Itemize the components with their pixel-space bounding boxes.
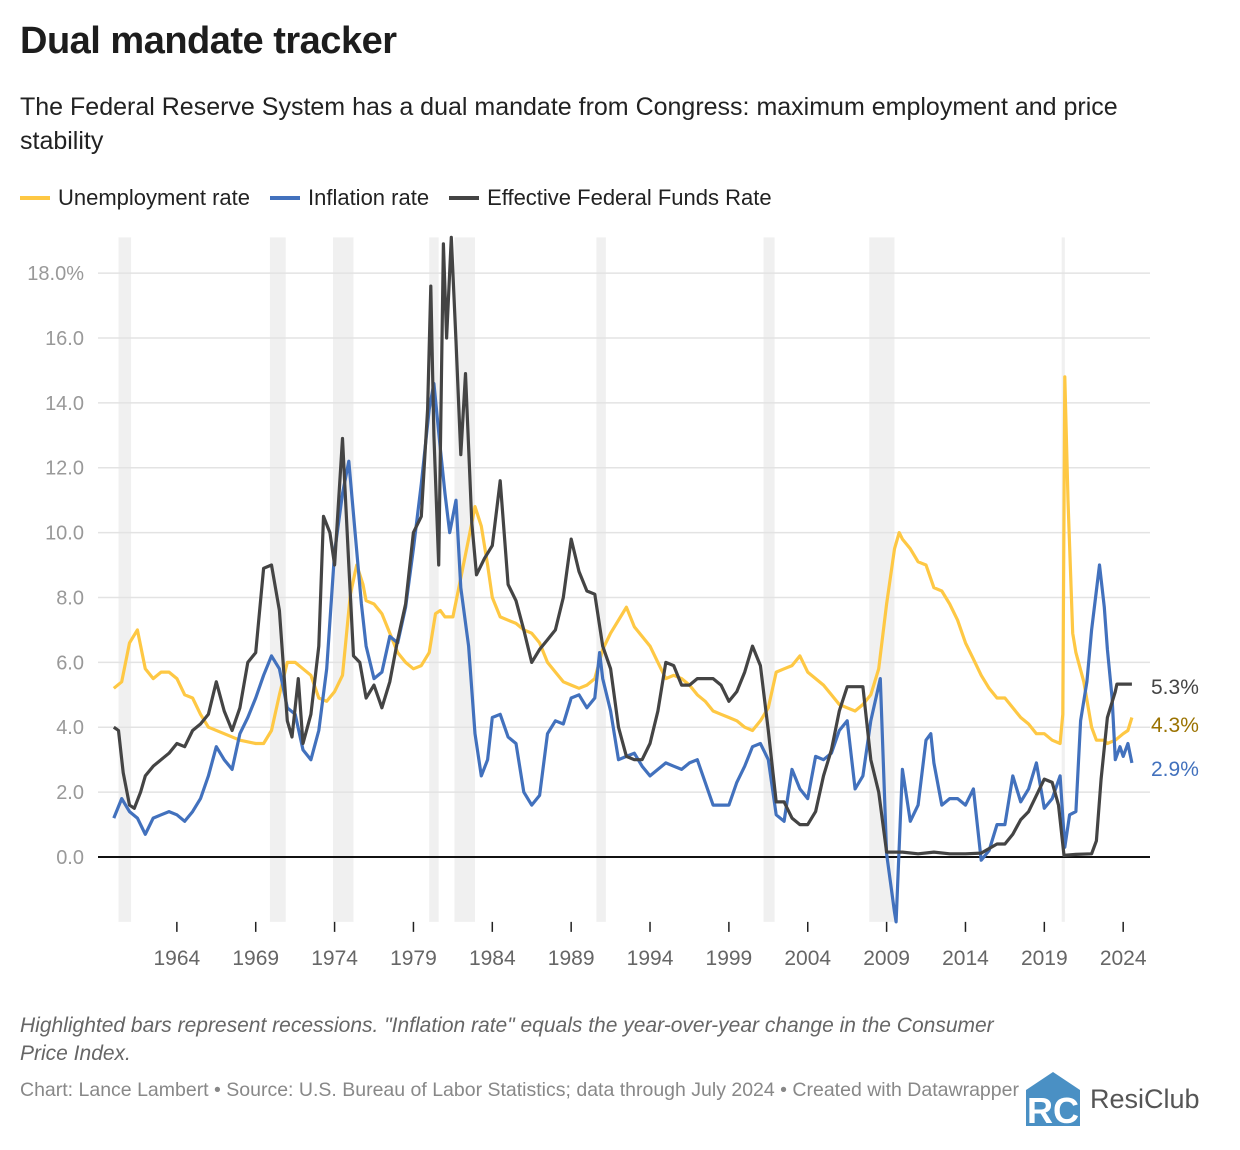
x-tick-label: 1964 xyxy=(154,947,201,970)
recession-bands xyxy=(118,237,1065,922)
y-tick-label: 12.0 xyxy=(45,458,84,480)
x-tick-label: 1999 xyxy=(706,947,753,970)
resiclub-house-icon: RC xyxy=(1026,1072,1080,1128)
chart-source: Chart: Lance Lambert • Source: U.S. Bure… xyxy=(20,1079,1019,1101)
recession-band xyxy=(269,237,286,922)
legend-label: Inflation rate xyxy=(307,185,430,210)
x-tick-label: 1979 xyxy=(390,947,437,970)
y-tick-label: 6.0 xyxy=(56,652,84,674)
legend-swatch-unemployment xyxy=(20,196,50,200)
svg-text:RC: RC xyxy=(1027,1090,1079,1128)
x-tick-label: 1989 xyxy=(548,947,595,970)
end-label: 5.3% xyxy=(1151,676,1199,699)
resiclub-logo: RC ResiClub xyxy=(1024,1070,1200,1128)
y-tick-label: 16.0 xyxy=(45,328,84,350)
legend-item-inflation: Inflation rate xyxy=(269,185,430,211)
legend: Unemployment rate Inflation rate Effecti… xyxy=(20,185,772,211)
legend-swatch-fed-funds xyxy=(449,196,480,200)
end-label: 2.9% xyxy=(1151,758,1199,781)
x-tick-label: 2014 xyxy=(942,947,989,970)
x-tick-label: 1984 xyxy=(469,947,516,970)
x-tick-label: 2024 xyxy=(1100,947,1147,970)
legend-item-unemployment: Unemployment rate xyxy=(20,185,250,211)
series-lines xyxy=(112,235,1134,924)
chart-title: Dual mandate tracker xyxy=(20,20,397,62)
x-tick-label: 2019 xyxy=(1021,947,1068,970)
y-tick-label: 10.0 xyxy=(45,523,84,545)
legend-label: Unemployment rate xyxy=(58,185,250,210)
y-tick-label: 2.0 xyxy=(56,782,84,804)
x-tick-label: 1974 xyxy=(311,947,358,970)
logo-text: ResiClub xyxy=(1090,1083,1200,1114)
x-tick-label: 2004 xyxy=(784,947,831,970)
series-line-unemployment-rate xyxy=(112,375,1134,746)
legend-item-fed-funds: Effective Federal Funds Rate xyxy=(449,185,772,211)
x-tick-label: 1994 xyxy=(627,947,674,970)
legend-swatch-inflation xyxy=(269,196,300,200)
x-tick-label: 2009 xyxy=(863,947,910,970)
x-tick-label: 1969 xyxy=(232,947,279,970)
y-tick-label: 0.0 xyxy=(56,847,84,869)
recession-band xyxy=(429,237,439,922)
y-tick-label: 4.0 xyxy=(56,717,84,739)
legend-label: Effective Federal Funds Rate xyxy=(487,185,772,210)
end-label: 4.3% xyxy=(1151,714,1199,737)
chart-note: Highlighted bars represent recessions. "… xyxy=(20,1014,994,1065)
y-tick-label: 8.0 xyxy=(56,587,84,609)
recession-band xyxy=(763,237,775,922)
line-chart: 0.0 2.0 4.0 6.0 8.0 10.0 12.0 14.0 16.0 18.0% 196… xyxy=(27,235,1199,970)
x-axis: 1964 1969 1974 1979 1984 1989 1994 1999 2004 2009… xyxy=(154,921,1147,970)
y-tick-label: 14.0 xyxy=(45,393,84,415)
gridlines xyxy=(98,272,1150,858)
series-line-inflation-rate xyxy=(112,381,1134,924)
recession-band xyxy=(333,237,354,922)
recession-band xyxy=(118,237,132,922)
y-tick-label: 18.0% xyxy=(27,263,84,285)
chart-subtitle: The Federal Reserve System has a dual ma… xyxy=(20,93,1118,155)
recession-band xyxy=(596,237,606,922)
series-line-effective-federal-funds-rate xyxy=(112,235,1132,857)
end-labels: 4.3% 2.9% 5.3% xyxy=(1151,676,1199,781)
y-axis-labels: 0.0 2.0 4.0 6.0 8.0 10.0 12.0 14.0 16.0 18.0% xyxy=(27,263,84,869)
